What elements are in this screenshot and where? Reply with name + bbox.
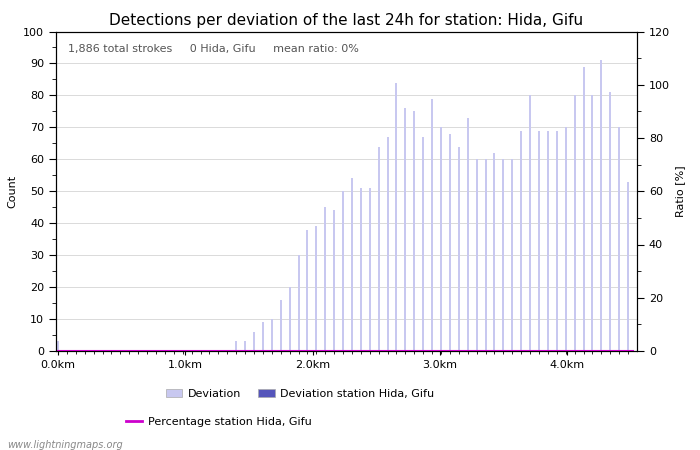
- Bar: [582, 67, 584, 351]
- Bar: [307, 230, 309, 351]
- Bar: [440, 127, 442, 351]
- Bar: [573, 95, 575, 351]
- Bar: [618, 127, 620, 351]
- Bar: [333, 211, 335, 351]
- Bar: [244, 342, 246, 351]
- Bar: [271, 319, 273, 351]
- Bar: [280, 300, 281, 351]
- Bar: [413, 112, 415, 351]
- Y-axis label: Ratio [%]: Ratio [%]: [676, 166, 685, 217]
- Bar: [235, 342, 237, 351]
- Bar: [386, 137, 389, 351]
- Bar: [476, 159, 477, 351]
- Bar: [324, 207, 326, 351]
- Bar: [556, 130, 558, 351]
- Bar: [538, 130, 540, 351]
- Bar: [395, 83, 398, 351]
- Bar: [431, 99, 433, 351]
- Bar: [351, 179, 353, 351]
- Bar: [458, 147, 460, 351]
- Legend: Percentage station Hida, Gifu: Percentage station Hida, Gifu: [121, 413, 316, 432]
- Bar: [609, 92, 611, 351]
- Bar: [511, 159, 513, 351]
- Bar: [565, 127, 567, 351]
- Bar: [467, 118, 469, 351]
- Bar: [601, 60, 603, 351]
- Bar: [57, 342, 59, 351]
- Title: Detections per deviation of the last 24h for station: Hida, Gifu: Detections per deviation of the last 24h…: [109, 13, 584, 27]
- Bar: [449, 134, 451, 351]
- Bar: [592, 95, 594, 351]
- Bar: [405, 108, 407, 351]
- Bar: [503, 159, 505, 351]
- Bar: [262, 322, 264, 351]
- Bar: [369, 188, 371, 351]
- Bar: [547, 130, 549, 351]
- Bar: [529, 95, 531, 351]
- Bar: [494, 153, 496, 351]
- Bar: [360, 188, 362, 351]
- Text: 1,886 total strokes     0 Hida, Gifu     mean ratio: 0%: 1,886 total strokes 0 Hida, Gifu mean ra…: [68, 44, 358, 54]
- Bar: [484, 159, 486, 351]
- Text: www.lightningmaps.org: www.lightningmaps.org: [7, 440, 122, 450]
- Bar: [627, 182, 629, 351]
- Bar: [315, 226, 317, 351]
- Bar: [288, 287, 290, 351]
- Y-axis label: Count: Count: [8, 175, 18, 208]
- Bar: [253, 332, 255, 351]
- Bar: [520, 130, 522, 351]
- Bar: [378, 147, 379, 351]
- Bar: [342, 191, 344, 351]
- Bar: [298, 255, 300, 351]
- Bar: [422, 137, 424, 351]
